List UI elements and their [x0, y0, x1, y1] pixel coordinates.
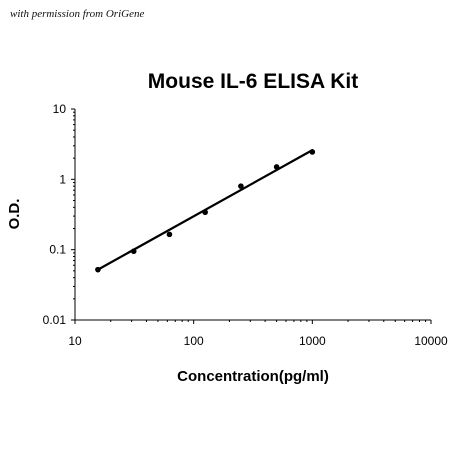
y-axis-label: O.D.: [6, 199, 23, 230]
permission-credit: with permission from OriGene: [10, 8, 145, 20]
x-tick-label: 1000: [299, 334, 326, 348]
data-point: [95, 266, 101, 273]
y-tick-label: 0.1: [49, 243, 66, 257]
data-points: [95, 149, 316, 273]
x-tick-label: 100: [184, 334, 204, 348]
y-tick-label: 10: [53, 102, 67, 116]
x-tick-label: 10000: [414, 334, 448, 348]
data-point: [309, 149, 316, 155]
chart-title: Mouse IL-6 ELISA Kit: [148, 70, 358, 93]
y-tick-label: 0.01: [43, 313, 67, 327]
data-point: [202, 209, 208, 216]
data-point: [166, 231, 173, 238]
data-point: [273, 164, 280, 170]
y-axis-ticks: 0.01 0.1 1 10: [43, 102, 75, 327]
data-point: [238, 183, 244, 189]
y-tick-label: 1: [59, 172, 66, 186]
x-axis-ticks: 10 100 1000 10000: [68, 320, 448, 348]
data-point: [130, 248, 137, 255]
x-tick-label: 10: [68, 334, 82, 348]
x-axis-label: Concentration(pg/ml): [177, 368, 329, 385]
